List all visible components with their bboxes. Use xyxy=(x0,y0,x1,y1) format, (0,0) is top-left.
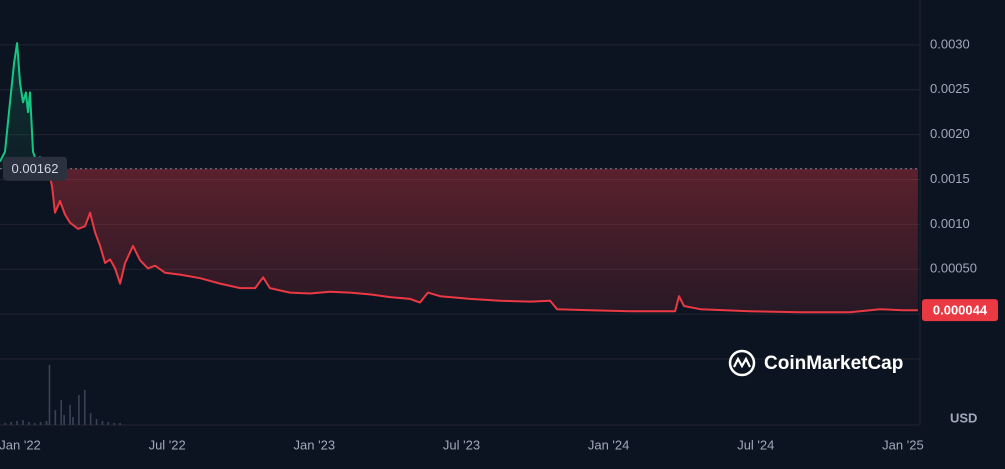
volume-bar xyxy=(4,423,7,425)
watermark-logo xyxy=(728,349,756,377)
volume-bar xyxy=(119,423,121,425)
y-tick-label: 0.0020 xyxy=(930,126,970,141)
volume-bar xyxy=(54,410,57,425)
watermark-text: CoinMarketCap xyxy=(764,353,903,374)
overlay: 0.000044 0.00162 xyxy=(0,156,998,322)
volume-bar xyxy=(10,422,12,425)
volume-bar xyxy=(78,395,80,425)
watermark: CoinMarketCap xyxy=(728,349,903,377)
volume-bar xyxy=(83,390,86,425)
volume-bar xyxy=(33,423,36,425)
watermark-logo-mark xyxy=(733,356,751,369)
volume-bar xyxy=(28,422,30,425)
x-tick-label: Jan '23 xyxy=(294,437,336,452)
baseline-tag-bg xyxy=(3,156,67,181)
volume-bar xyxy=(113,423,115,425)
volume-bar xyxy=(48,365,51,425)
y-tick-label: 0.00050 xyxy=(930,261,977,276)
x-tick-label: Jul '23 xyxy=(443,437,480,452)
baseline-label: 0.00162 xyxy=(12,161,59,176)
y-tick-label: 0.0030 xyxy=(930,36,970,51)
currency-label: USD xyxy=(950,410,977,425)
volume-bar xyxy=(16,421,18,425)
x-tick-label: Jul '22 xyxy=(149,437,186,452)
volume-bar xyxy=(63,415,65,425)
volume-bars xyxy=(4,365,121,425)
volume-bar xyxy=(101,421,104,425)
area-fill xyxy=(0,43,918,313)
y-tick-label: 0.0010 xyxy=(930,216,970,231)
volume-bar xyxy=(89,413,92,425)
x-tick-label: Jan '22 xyxy=(0,437,41,452)
volume-bar xyxy=(45,421,48,425)
x-tick-label: Jul '24 xyxy=(737,437,774,452)
volume-bar xyxy=(60,400,63,425)
y-tick-label: 0.0015 xyxy=(930,171,970,186)
volume-bar xyxy=(22,420,24,425)
volume-bar xyxy=(95,419,98,425)
volume-bar xyxy=(39,422,42,425)
x-tick-label: Jan '25 xyxy=(882,437,924,452)
y-tick-label: 0.0025 xyxy=(930,81,970,96)
x-tick-label: Jan '24 xyxy=(588,437,630,452)
volume-bar xyxy=(69,405,71,425)
price-tag: 0.000044 xyxy=(933,303,988,318)
volume-bar xyxy=(107,422,110,425)
price-tag-bg xyxy=(922,299,998,322)
volume-bar xyxy=(72,417,74,425)
